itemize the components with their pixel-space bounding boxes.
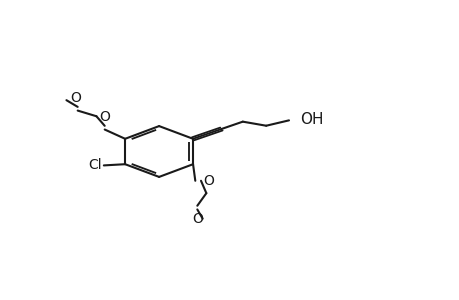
Text: OH: OH	[299, 112, 323, 127]
Text: O: O	[99, 110, 110, 124]
Text: O: O	[70, 91, 81, 105]
Text: Cl: Cl	[88, 158, 102, 172]
Text: O: O	[202, 174, 213, 188]
Text: O: O	[191, 212, 202, 226]
